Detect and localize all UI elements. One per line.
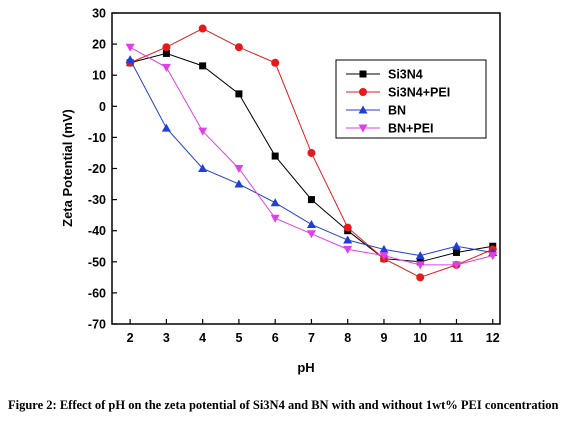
y-tick-label: 30 <box>92 7 106 21</box>
legend-item: Si3N4 <box>346 68 423 82</box>
x-tick-label: 10 <box>413 331 427 345</box>
data-point <box>198 24 207 33</box>
legend: Si3N4 Si3N4+PEI BN BN+PEI <box>335 59 487 139</box>
data-point <box>343 235 353 244</box>
data-point <box>416 273 425 282</box>
y-tick-label: 0 <box>99 100 106 114</box>
y-tick-label: -70 <box>88 318 106 332</box>
y-axis-label: Zeta Potential (mV) <box>60 109 75 227</box>
y-tick-label: -40 <box>88 224 106 238</box>
x-tick-label: 5 <box>235 331 242 345</box>
legend-label: BN <box>388 104 406 118</box>
x-axis-ticks: 2 3 4 5 6 7 8 9 10 11 12 <box>127 319 500 345</box>
y-tick-label: -30 <box>88 193 106 207</box>
y-tick-label: -20 <box>88 162 106 176</box>
data-point <box>162 49 170 57</box>
series-4 <box>125 43 498 270</box>
data-point <box>235 90 243 98</box>
x-tick-label: 9 <box>380 331 387 345</box>
data-point <box>379 244 389 253</box>
data-point <box>198 127 208 136</box>
x-tick-label: 6 <box>272 331 279 345</box>
data-point <box>451 241 461 250</box>
data-point <box>415 251 425 260</box>
x-tick-label: 7 <box>308 331 315 345</box>
data-point <box>198 164 208 172</box>
data-point <box>451 261 461 270</box>
legend-marker <box>358 105 368 114</box>
x-tick-label: 2 <box>127 331 134 345</box>
data-point <box>125 55 135 64</box>
x-axis-label: pH <box>297 360 314 375</box>
series-layer <box>125 24 498 282</box>
data-point <box>488 252 498 261</box>
data-point <box>271 152 279 160</box>
legend-label: Si3N4+PEI <box>388 86 450 100</box>
data-point <box>270 214 280 223</box>
data-point <box>234 165 244 173</box>
x-tick-label: 11 <box>450 331 463 345</box>
x-tick-label: 3 <box>163 331 170 345</box>
legend-marker <box>359 88 367 96</box>
legend-item: BN <box>346 104 406 118</box>
data-point <box>125 43 135 52</box>
data-point <box>415 261 425 270</box>
y-tick-label: -50 <box>88 255 106 269</box>
data-point <box>379 252 389 261</box>
y-tick-label: -10 <box>88 131 106 145</box>
legend-label: Si3N4 <box>388 68 423 82</box>
data-point <box>306 230 316 239</box>
y-tick-label: -60 <box>88 286 106 300</box>
data-point <box>234 43 243 52</box>
data-point <box>452 248 460 256</box>
data-point <box>199 62 207 70</box>
data-point <box>343 245 353 254</box>
x-tick-label: 12 <box>486 331 500 345</box>
data-point <box>307 148 316 157</box>
legend-item: BN+PEI <box>346 122 434 136</box>
data-point <box>162 43 171 52</box>
data-point <box>234 179 244 188</box>
x-tick-label: 8 <box>344 331 351 345</box>
figure-caption: Figure 2: Effect of pH on the zeta poten… <box>8 398 559 412</box>
legend-item: Si3N4+PEI <box>346 86 450 100</box>
data-point <box>271 58 280 67</box>
y-axis-ticks: -70 -60 -50 -40 -30 -20 -10 0 10 20 30 <box>88 7 117 332</box>
data-point <box>306 219 316 228</box>
legend-label: BN+PEI <box>388 122 434 136</box>
x-tick-label: 4 <box>199 331 206 345</box>
data-point <box>307 196 315 204</box>
data-point <box>161 123 171 132</box>
data-point <box>270 198 280 207</box>
legend-marker <box>358 124 368 133</box>
series-3 <box>125 55 498 260</box>
y-tick-label: 20 <box>92 38 106 52</box>
y-tick-label: 10 <box>92 69 106 83</box>
data-point <box>343 223 352 232</box>
data-point <box>161 63 171 72</box>
legend-marker <box>359 70 367 78</box>
zeta-potential-chart: -70 -60 -50 -40 -30 -20 -10 0 10 20 30 2 3 4 5 6 7 8 9 10 1… <box>60 7 501 375</box>
